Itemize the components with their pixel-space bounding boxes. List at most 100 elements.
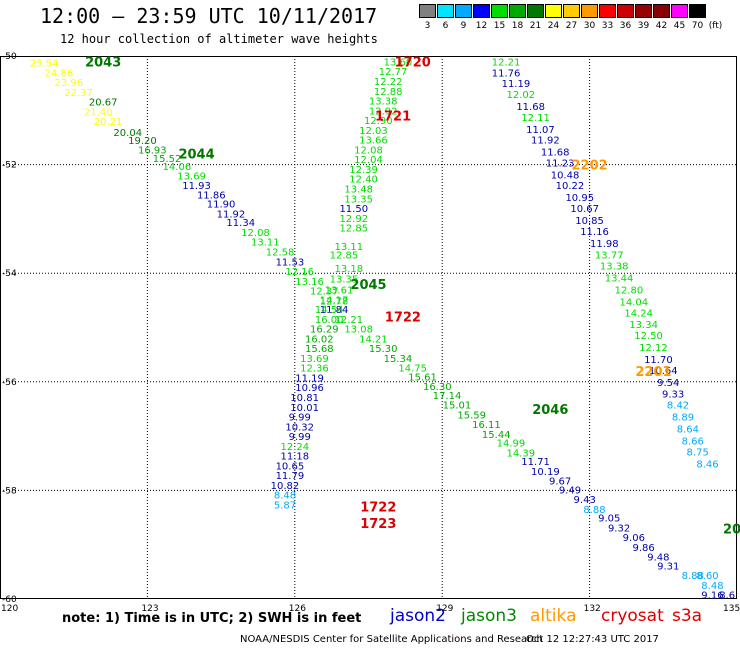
swh-value: 20.21: [94, 117, 123, 128]
scale-swatch: [473, 4, 490, 18]
swh-value: 12.36: [300, 364, 329, 375]
scale-label: 70: [691, 21, 704, 31]
swh-value: 11.79: [276, 471, 305, 482]
swh-value: 12.37: [310, 287, 339, 298]
scale-label: 30: [583, 21, 596, 31]
swh-value: 12.02: [506, 90, 535, 101]
swh-value: 9.54: [657, 378, 679, 389]
swh-value: 13.16: [295, 277, 324, 288]
legend-s3a: s3a: [672, 606, 703, 626]
pass-label: 2044: [178, 148, 214, 163]
swh-value: 9.99: [289, 432, 311, 443]
swh-value: 12.90: [364, 116, 393, 127]
scale-swatch: [491, 4, 508, 18]
swh-value: 5.87: [274, 501, 296, 512]
y-tick-label: -58: [2, 486, 17, 496]
swh-value: 20.67: [89, 98, 118, 109]
swh-value: 16.30: [423, 382, 452, 393]
scale-swatch: [599, 4, 616, 18]
swh-value: 13.69: [177, 171, 206, 182]
scale-label: 21: [529, 21, 542, 31]
swh-value: 13.44: [605, 274, 634, 285]
pass-label: 2202: [572, 159, 608, 174]
swh-value: 15.44: [482, 430, 511, 441]
swh-value: 8.89: [672, 413, 694, 424]
swh-value: 12.92: [339, 214, 368, 225]
scale-label: 45: [673, 21, 686, 31]
legend-jason2: jason2: [390, 606, 446, 626]
swh-value: 8.42: [667, 401, 689, 412]
scale-label: 24: [547, 21, 560, 31]
x-tick-label: 129: [436, 604, 453, 614]
swh-value: 13.18: [335, 264, 364, 275]
swh-value: 8.88: [583, 505, 605, 516]
swh-value: 10.19: [531, 467, 560, 478]
pass-label: 20: [723, 522, 740, 537]
swh-value: 11.68: [541, 148, 570, 159]
swh-value: 8.46: [696, 459, 718, 470]
scale-swatch: [617, 4, 634, 18]
swh-value: 21.40: [84, 107, 113, 118]
scale-swatch: [581, 4, 598, 18]
swh-value: 9.67: [549, 477, 571, 488]
scale-swatch: [653, 4, 670, 18]
swh-value: 9.32: [608, 523, 630, 534]
legend-cryosat: cryosat: [601, 606, 664, 626]
scale-swatch: [437, 4, 454, 18]
swh-value: 10.95: [565, 193, 594, 204]
y-tick-label: -52: [2, 161, 17, 171]
swh-value: 8.60: [696, 571, 718, 582]
y-tick-label: -56: [2, 378, 17, 388]
swh-value: 11.16: [580, 227, 609, 238]
swh-value: 13.11: [251, 238, 280, 249]
swh-value: 10.82: [271, 481, 300, 492]
swh-value: 13.34: [629, 320, 658, 331]
scale-swatch: [509, 4, 526, 18]
swh-value: 11.70: [644, 355, 673, 366]
swh-value: 10.96: [295, 383, 324, 394]
scale-label: 36: [619, 21, 632, 31]
swh-value: 10.32: [285, 422, 314, 433]
swh-value: 12.85: [330, 251, 359, 262]
swh-value: 12.85: [339, 224, 368, 235]
swh-value: 10.64: [649, 366, 678, 377]
swh-value: 14.24: [624, 308, 653, 319]
swh-value: 12.78: [320, 296, 349, 307]
swh-value: 9.06: [623, 533, 645, 544]
swh-value: 10.81: [290, 393, 319, 404]
swh-value: 13.66: [359, 136, 388, 147]
swh-value: 11.71: [521, 457, 550, 468]
swh-value: 15.34: [384, 354, 413, 365]
swh-value: 13.69: [300, 354, 329, 365]
swh-value: 10.01: [290, 403, 319, 414]
scale-label: 6: [442, 21, 449, 31]
plot-frame: [0, 56, 737, 599]
swh-value: 11.68: [516, 102, 545, 113]
swh-value: 11.19: [502, 79, 531, 90]
y-tick-label: -60: [2, 595, 17, 605]
swh-value: 12.08: [241, 228, 270, 239]
footer-timestamp: Oct 12 12:27:43 UTC 2017: [526, 634, 659, 645]
swh-value: 15.30: [369, 344, 398, 355]
pass-label: 1722: [385, 311, 421, 326]
swh-value: 15.52: [153, 154, 182, 165]
swh-value: 9.86: [633, 543, 655, 554]
x-tick-label: 126: [289, 604, 306, 614]
swh-value: 11.50: [339, 204, 368, 215]
swh-value: 9.49: [559, 485, 581, 496]
x-tick-label: 123: [141, 604, 158, 614]
swh-value: 12.39: [349, 165, 378, 176]
swh-value: 14.21: [359, 334, 388, 345]
swh-value: 16.29: [310, 325, 339, 336]
swh-value: 12.40: [349, 175, 378, 186]
legend-jason3: jason3: [461, 606, 517, 626]
swh-value: 12.11: [521, 113, 550, 124]
swh-value: 13.35: [330, 275, 359, 286]
scale-swatch: [545, 4, 562, 18]
swh-value: 12.08: [354, 145, 383, 156]
swh-value: 11.76: [492, 68, 521, 79]
pass-label: 2046: [532, 403, 568, 418]
swh-value: 12.77: [379, 67, 408, 78]
swh-value: 9.33: [662, 390, 684, 401]
swh-value: 11.34: [226, 218, 255, 229]
